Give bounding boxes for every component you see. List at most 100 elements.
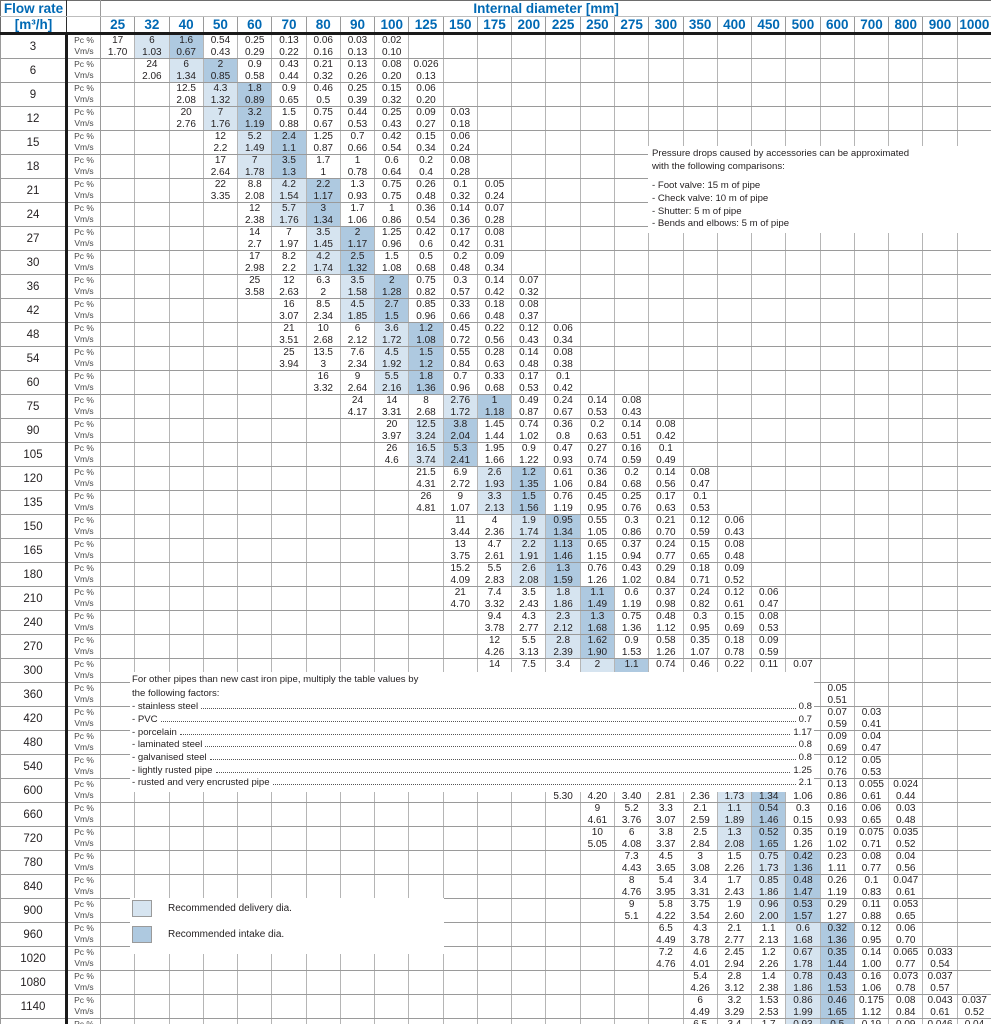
cell-pc — [100, 226, 136, 239]
cell-pc — [134, 994, 170, 1007]
cell-vm: 0.47 — [683, 478, 718, 491]
cell-pc: 2.6 — [477, 466, 513, 479]
cell-vm: 1.89 — [717, 814, 753, 827]
cell-vm — [306, 886, 341, 899]
cell-pc: 12 — [237, 202, 273, 215]
cell-pc: 0.15 — [683, 538, 718, 551]
cell-pc — [271, 418, 307, 431]
cell-pc: 0.16 — [854, 970, 890, 983]
cell-pc: 5.4 — [683, 970, 718, 983]
cell-vm — [306, 622, 341, 635]
cell-pc: 8.5 — [306, 298, 341, 311]
cell-pc — [100, 466, 136, 479]
cell-pc — [854, 33, 890, 47]
cell-pc: 21 — [443, 586, 478, 599]
cell-vm — [820, 574, 855, 587]
cell-pc — [717, 394, 753, 407]
cell-vm: 1.12 — [854, 1006, 890, 1019]
cell-pc — [100, 514, 136, 527]
cell-pc: 8 — [614, 874, 650, 887]
cell-vm: 3.58 — [237, 286, 273, 299]
cell-pc — [751, 442, 787, 455]
cell-pc: 0.08 — [511, 298, 547, 311]
cell-vm — [237, 334, 273, 347]
cell-pc: 0.035 — [888, 826, 924, 839]
cell-pc: 0.76 — [580, 562, 615, 575]
cell-pc — [511, 226, 547, 239]
cell-pc — [957, 730, 991, 743]
cell-vm — [134, 622, 170, 635]
table-row: Vm/s 4.6 3.74 2.41 1.66 1.22 0.93 0.74 0.59 0.49 — [1, 454, 991, 467]
cell-pc — [100, 826, 136, 839]
factor-value: 1.17 — [793, 726, 812, 738]
cell-pc: 9.4 — [477, 610, 513, 623]
cell-vm — [854, 478, 890, 491]
cell-pc — [169, 610, 204, 623]
cell-vm: 0.53 — [580, 406, 615, 419]
cell-vm — [580, 70, 615, 83]
cell-vm — [340, 862, 376, 875]
cell-vm: 0.96 — [443, 382, 478, 395]
cell-pc: 0.53 — [785, 898, 821, 911]
cell-pc: 10 — [580, 826, 615, 839]
cell-pc — [614, 33, 650, 47]
cell-pc — [957, 658, 991, 671]
cell-vm: 0.48 — [888, 814, 924, 827]
cell-pc — [306, 802, 341, 815]
cell-vm — [785, 646, 821, 659]
cell-vm: 1.76 — [203, 118, 239, 131]
cell-pc: 0.36 — [580, 466, 615, 479]
cell-vm — [203, 502, 239, 515]
cell-pc — [545, 826, 581, 839]
cell-pc: 4.5 — [648, 850, 684, 863]
cell-pc — [237, 610, 273, 623]
cell-vm: 0.34 — [545, 334, 581, 347]
cell-pc — [306, 1018, 341, 1024]
cell-vm — [443, 622, 478, 635]
cell-vm — [614, 358, 650, 371]
cell-pc — [169, 394, 204, 407]
cell-pc: 1.1 — [614, 658, 650, 671]
cell-pc: 3.8 — [648, 826, 684, 839]
cell-vm: 4.61 — [580, 814, 615, 827]
cell-vm — [888, 358, 924, 371]
cell-vm: 1.72 — [374, 334, 410, 347]
unit-label-pc: Pc % — [66, 850, 101, 863]
cell-vm — [100, 502, 136, 515]
cell-vm — [443, 982, 478, 995]
unit-label-pc: Pc % — [66, 946, 101, 959]
cell-pc — [751, 466, 787, 479]
cell-vm — [237, 406, 273, 419]
cell-pc: 3.4 — [545, 658, 581, 671]
cell-vm: 1.46 — [545, 550, 581, 563]
cell-pc — [340, 826, 376, 839]
cell-vm: 0.20 — [374, 70, 410, 83]
cell-pc — [511, 58, 547, 71]
cell-pc — [785, 58, 821, 71]
cell-pc: 0.6 — [374, 154, 410, 167]
cell-pc: 21 — [271, 322, 307, 335]
cell-vm — [820, 310, 855, 323]
cell-pc — [922, 370, 958, 383]
cell-vm: 0.37 — [511, 310, 547, 323]
cell-vm — [820, 550, 855, 563]
cell-vm — [957, 334, 991, 347]
cell-pc: 0.75 — [306, 106, 341, 119]
cell-vm: 3.12 — [717, 982, 753, 995]
pressure-note-item: - Bends and elbows: 5 m of pipe — [652, 218, 790, 230]
cell-pc — [922, 802, 958, 815]
cell-pc — [237, 394, 273, 407]
cell-vm: 3.31 — [683, 886, 718, 899]
cell-pc — [374, 586, 410, 599]
cell-vm — [134, 238, 170, 251]
cell-pc: 3.5 — [306, 226, 341, 239]
cell-vm — [820, 262, 855, 275]
cell-vm — [271, 646, 307, 659]
cell-pc — [785, 274, 821, 287]
cell-pc: 1.8 — [237, 82, 273, 95]
cell-vm: 3.44 — [443, 526, 478, 539]
unit-label-pc: Pc % — [66, 394, 101, 407]
cell-pc: 0.19 — [820, 826, 855, 839]
cell-pc — [683, 322, 718, 335]
diameter-header-60: 60 — [237, 16, 273, 35]
